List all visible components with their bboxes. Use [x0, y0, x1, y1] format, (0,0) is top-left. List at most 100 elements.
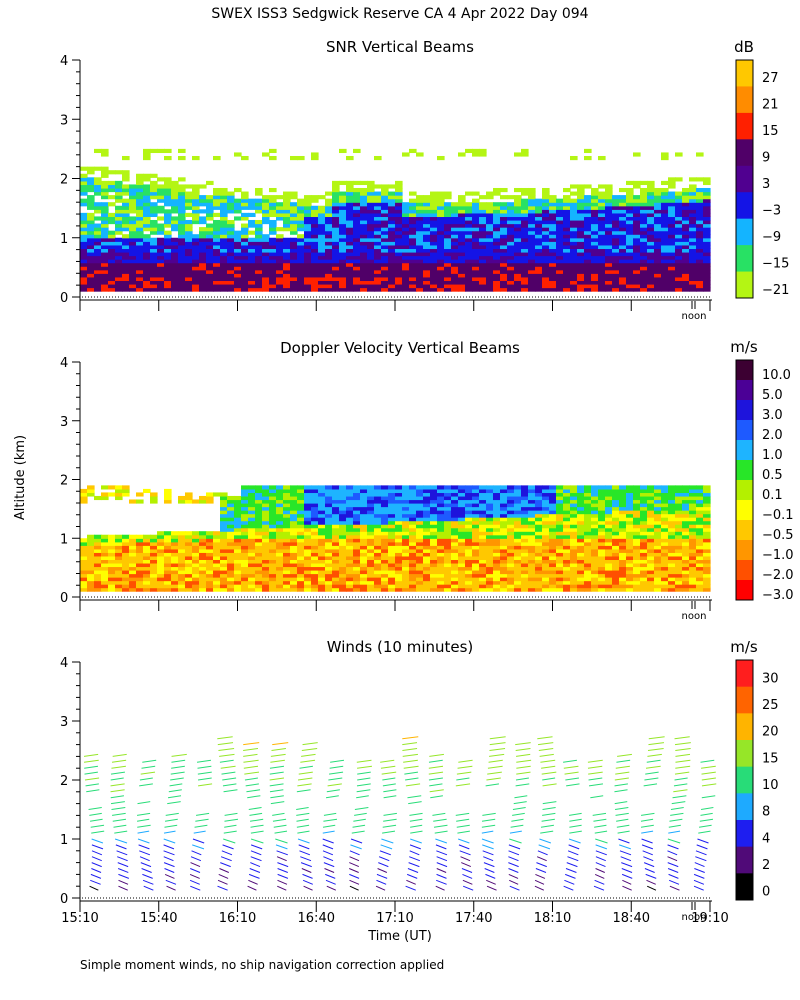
doppler-cell: [612, 520, 620, 525]
snr-cell: [514, 195, 522, 200]
doppler-cell: [395, 492, 403, 497]
snr-cell: [584, 241, 592, 246]
snr-cell: [402, 262, 410, 267]
doppler-cell: [374, 495, 382, 501]
snr-cell: [80, 216, 88, 221]
snr-cell: [290, 209, 298, 214]
doppler-cell: [409, 573, 417, 578]
doppler-cell: [101, 545, 109, 550]
snr-cell: [521, 262, 529, 267]
doppler-cell: [248, 566, 256, 571]
doppler-cell: [486, 577, 494, 582]
snr-cell: [584, 234, 592, 239]
chart1-colorbar-unit: m/s: [730, 338, 758, 356]
snr-cell: [108, 262, 116, 267]
doppler-cell: [353, 566, 361, 571]
snr-cell: [283, 255, 291, 260]
snr-cell: [675, 283, 683, 289]
doppler-cell: [584, 587, 592, 592]
snr-cell: [262, 276, 270, 282]
snr-cell: [276, 195, 284, 200]
doppler-cell: [101, 541, 109, 546]
doppler-cell: [255, 506, 263, 511]
snr-cell: [500, 234, 508, 239]
snr-cell: [304, 241, 312, 246]
snr-cell: [360, 266, 368, 271]
doppler-cell: [514, 524, 522, 529]
snr-cell: [430, 219, 438, 225]
doppler-cell: [213, 562, 221, 568]
snr-cell: [297, 276, 305, 282]
doppler-cell: [458, 577, 466, 582]
doppler-cell: [381, 531, 389, 536]
doppler-cell: [360, 520, 368, 525]
doppler-cell: [353, 569, 361, 575]
snr-cell: [402, 205, 410, 210]
snr-cell: [101, 283, 109, 289]
doppler-cell: [332, 580, 340, 585]
snr-cell: [136, 251, 144, 257]
doppler-cell: [185, 545, 193, 550]
doppler-cell: [486, 492, 494, 497]
doppler-cell: [381, 503, 389, 508]
doppler-cell: [234, 559, 242, 564]
doppler-cell: [661, 577, 669, 582]
snr-cell: [192, 248, 200, 253]
snr-cell: [353, 248, 361, 253]
doppler-cell: [437, 584, 445, 589]
snr-cell: [185, 212, 193, 218]
doppler-cell: [570, 503, 578, 508]
doppler-cell: [612, 510, 620, 515]
doppler-cell: [493, 580, 501, 585]
snr-cell: [570, 234, 578, 239]
doppler-cell: [647, 545, 655, 550]
snr-cell: [297, 273, 305, 278]
doppler-cell: [360, 584, 368, 589]
doppler-cell: [619, 584, 627, 589]
doppler-cell: [395, 555, 403, 560]
doppler-cell: [465, 559, 473, 564]
doppler-cell: [115, 485, 123, 490]
snr-cell: [682, 216, 690, 221]
snr-cell: [605, 202, 613, 207]
snr-cell: [94, 276, 102, 282]
doppler-cell: [584, 534, 592, 539]
snr-cell: [661, 212, 669, 218]
doppler-cell: [402, 580, 410, 585]
snr-cell: [311, 262, 319, 267]
doppler-cell: [290, 488, 298, 494]
snr-cell: [689, 234, 697, 239]
snr-cell: [437, 287, 445, 292]
doppler-cell: [437, 545, 445, 550]
doppler-cell: [290, 541, 298, 546]
snr-cell: [129, 248, 137, 253]
snr-cell: [283, 219, 291, 225]
doppler-cell: [521, 562, 529, 568]
snr-cell: [122, 170, 130, 175]
chart2-colorbar-swatch: [736, 793, 753, 821]
snr-cell: [696, 237, 704, 242]
snr-cell: [409, 251, 417, 257]
doppler-cell: [542, 555, 550, 560]
snr-cell: [542, 266, 550, 271]
doppler-cell: [381, 569, 389, 575]
snr-cell: [486, 251, 494, 257]
snr-cell: [115, 230, 123, 235]
doppler-cell: [248, 534, 256, 539]
snr-cell: [87, 219, 95, 225]
doppler-cell: [570, 584, 578, 589]
snr-cell: [507, 205, 515, 210]
snr-cell: [108, 244, 116, 250]
doppler-cell: [423, 552, 431, 557]
doppler-cell: [150, 499, 158, 504]
doppler-cell: [430, 520, 438, 525]
doppler-cell: [360, 587, 368, 592]
doppler-cell: [367, 492, 375, 497]
snr-cell: [115, 212, 123, 218]
doppler-cell: [640, 552, 648, 557]
doppler-cell: [444, 541, 452, 546]
snr-cell: [563, 212, 571, 218]
snr-cell: [584, 148, 592, 154]
snr-cell: [150, 212, 158, 218]
doppler-cell: [535, 541, 543, 546]
